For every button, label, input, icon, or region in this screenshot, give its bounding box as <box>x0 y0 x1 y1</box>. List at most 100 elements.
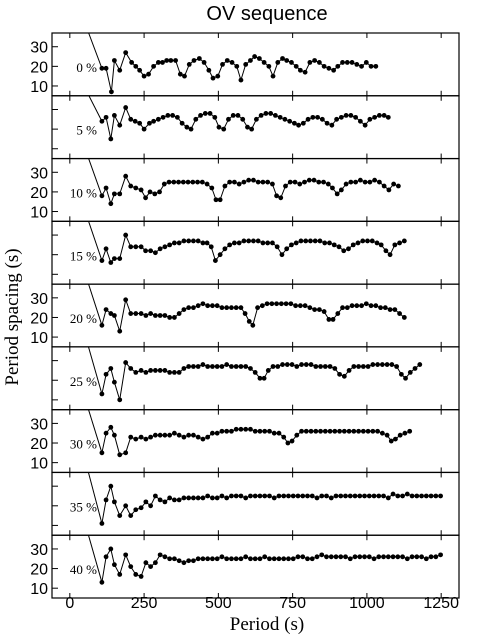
data-point <box>397 311 402 316</box>
data-point <box>179 120 185 126</box>
data-point <box>111 191 117 197</box>
data-point <box>200 556 206 562</box>
data-point <box>200 362 206 367</box>
data-point <box>200 301 206 307</box>
y-tick-label: 30 <box>30 416 48 433</box>
data-point <box>381 183 387 189</box>
panel-label: 10 % <box>70 185 97 200</box>
y-tick-label: 30 <box>30 291 48 308</box>
data-point <box>238 493 244 499</box>
data-point <box>167 315 173 320</box>
data-point <box>208 244 214 250</box>
data-point <box>99 391 105 397</box>
data-point <box>123 552 129 558</box>
data-point <box>210 75 216 81</box>
data-point <box>219 554 225 560</box>
data-point <box>128 513 134 519</box>
data-point <box>185 179 191 185</box>
data-point <box>255 305 260 311</box>
data-point <box>198 112 203 118</box>
x-tick-label: 250 <box>131 595 158 612</box>
data-point <box>157 246 163 252</box>
data-point <box>382 305 388 311</box>
data-point <box>371 556 377 562</box>
data-point <box>117 513 123 519</box>
data-point <box>287 118 293 124</box>
data-point <box>214 430 220 436</box>
data-point <box>267 428 272 434</box>
data-point <box>327 240 332 246</box>
data-point <box>152 313 158 318</box>
data-point <box>294 364 300 369</box>
data-point <box>137 67 143 73</box>
series-group <box>88 158 401 207</box>
data-point <box>133 572 139 577</box>
data-point <box>248 366 253 371</box>
data-point <box>308 428 314 434</box>
data-point <box>341 428 347 434</box>
data-point <box>186 61 192 67</box>
data-point <box>167 432 173 438</box>
data-point <box>376 493 382 499</box>
data-point <box>338 187 344 193</box>
panel-label: 5 % <box>76 123 97 138</box>
data-point <box>407 428 413 434</box>
data-point <box>117 67 123 73</box>
panel-label: 30 % <box>70 437 97 452</box>
data-point <box>423 556 429 562</box>
data-point <box>195 364 201 369</box>
data-point <box>195 303 201 309</box>
data-point <box>215 73 221 79</box>
panel-label: 40 % <box>70 562 97 577</box>
data-point <box>108 311 114 316</box>
data-point <box>128 244 134 250</box>
data-point <box>281 434 287 440</box>
data-point <box>293 303 299 309</box>
data-point <box>284 58 290 63</box>
data-point <box>138 311 144 316</box>
data-point <box>171 430 177 436</box>
data-point <box>307 305 313 311</box>
data-point <box>176 179 181 185</box>
data-point <box>389 362 395 367</box>
data-point <box>322 428 328 434</box>
data-point <box>341 248 347 254</box>
data-point <box>300 493 306 499</box>
data-point <box>338 554 344 560</box>
y-tick-label: 20 <box>30 185 48 202</box>
data-point <box>219 364 225 369</box>
data-point <box>407 369 413 375</box>
data-point <box>128 434 134 440</box>
panel: 10 20 30 0 % <box>30 32 460 97</box>
data-point <box>250 322 256 328</box>
data-point <box>174 114 180 120</box>
series-lead-line <box>88 284 103 326</box>
data-point <box>346 246 351 252</box>
data-point <box>165 112 171 118</box>
data-point <box>200 436 206 442</box>
data-point <box>384 432 390 438</box>
data-point <box>302 303 308 309</box>
data-point <box>229 556 234 562</box>
data-point <box>195 179 200 185</box>
data-point <box>157 432 163 438</box>
data-point <box>117 256 123 262</box>
data-point <box>376 554 382 560</box>
data-point <box>266 63 272 69</box>
data-point <box>264 301 270 307</box>
data-point <box>171 240 177 246</box>
data-point <box>299 428 304 434</box>
data-point <box>252 428 258 434</box>
series-group <box>88 409 413 458</box>
data-point <box>312 307 318 313</box>
data-point <box>214 495 220 501</box>
data-point <box>353 114 359 120</box>
x-tick-label: 500 <box>205 595 232 612</box>
data-point <box>199 179 205 185</box>
data-point <box>283 183 288 189</box>
data-point <box>305 493 310 499</box>
data-point <box>123 360 129 365</box>
data-point <box>390 491 396 497</box>
data-point <box>108 483 114 489</box>
data-point <box>248 556 253 562</box>
